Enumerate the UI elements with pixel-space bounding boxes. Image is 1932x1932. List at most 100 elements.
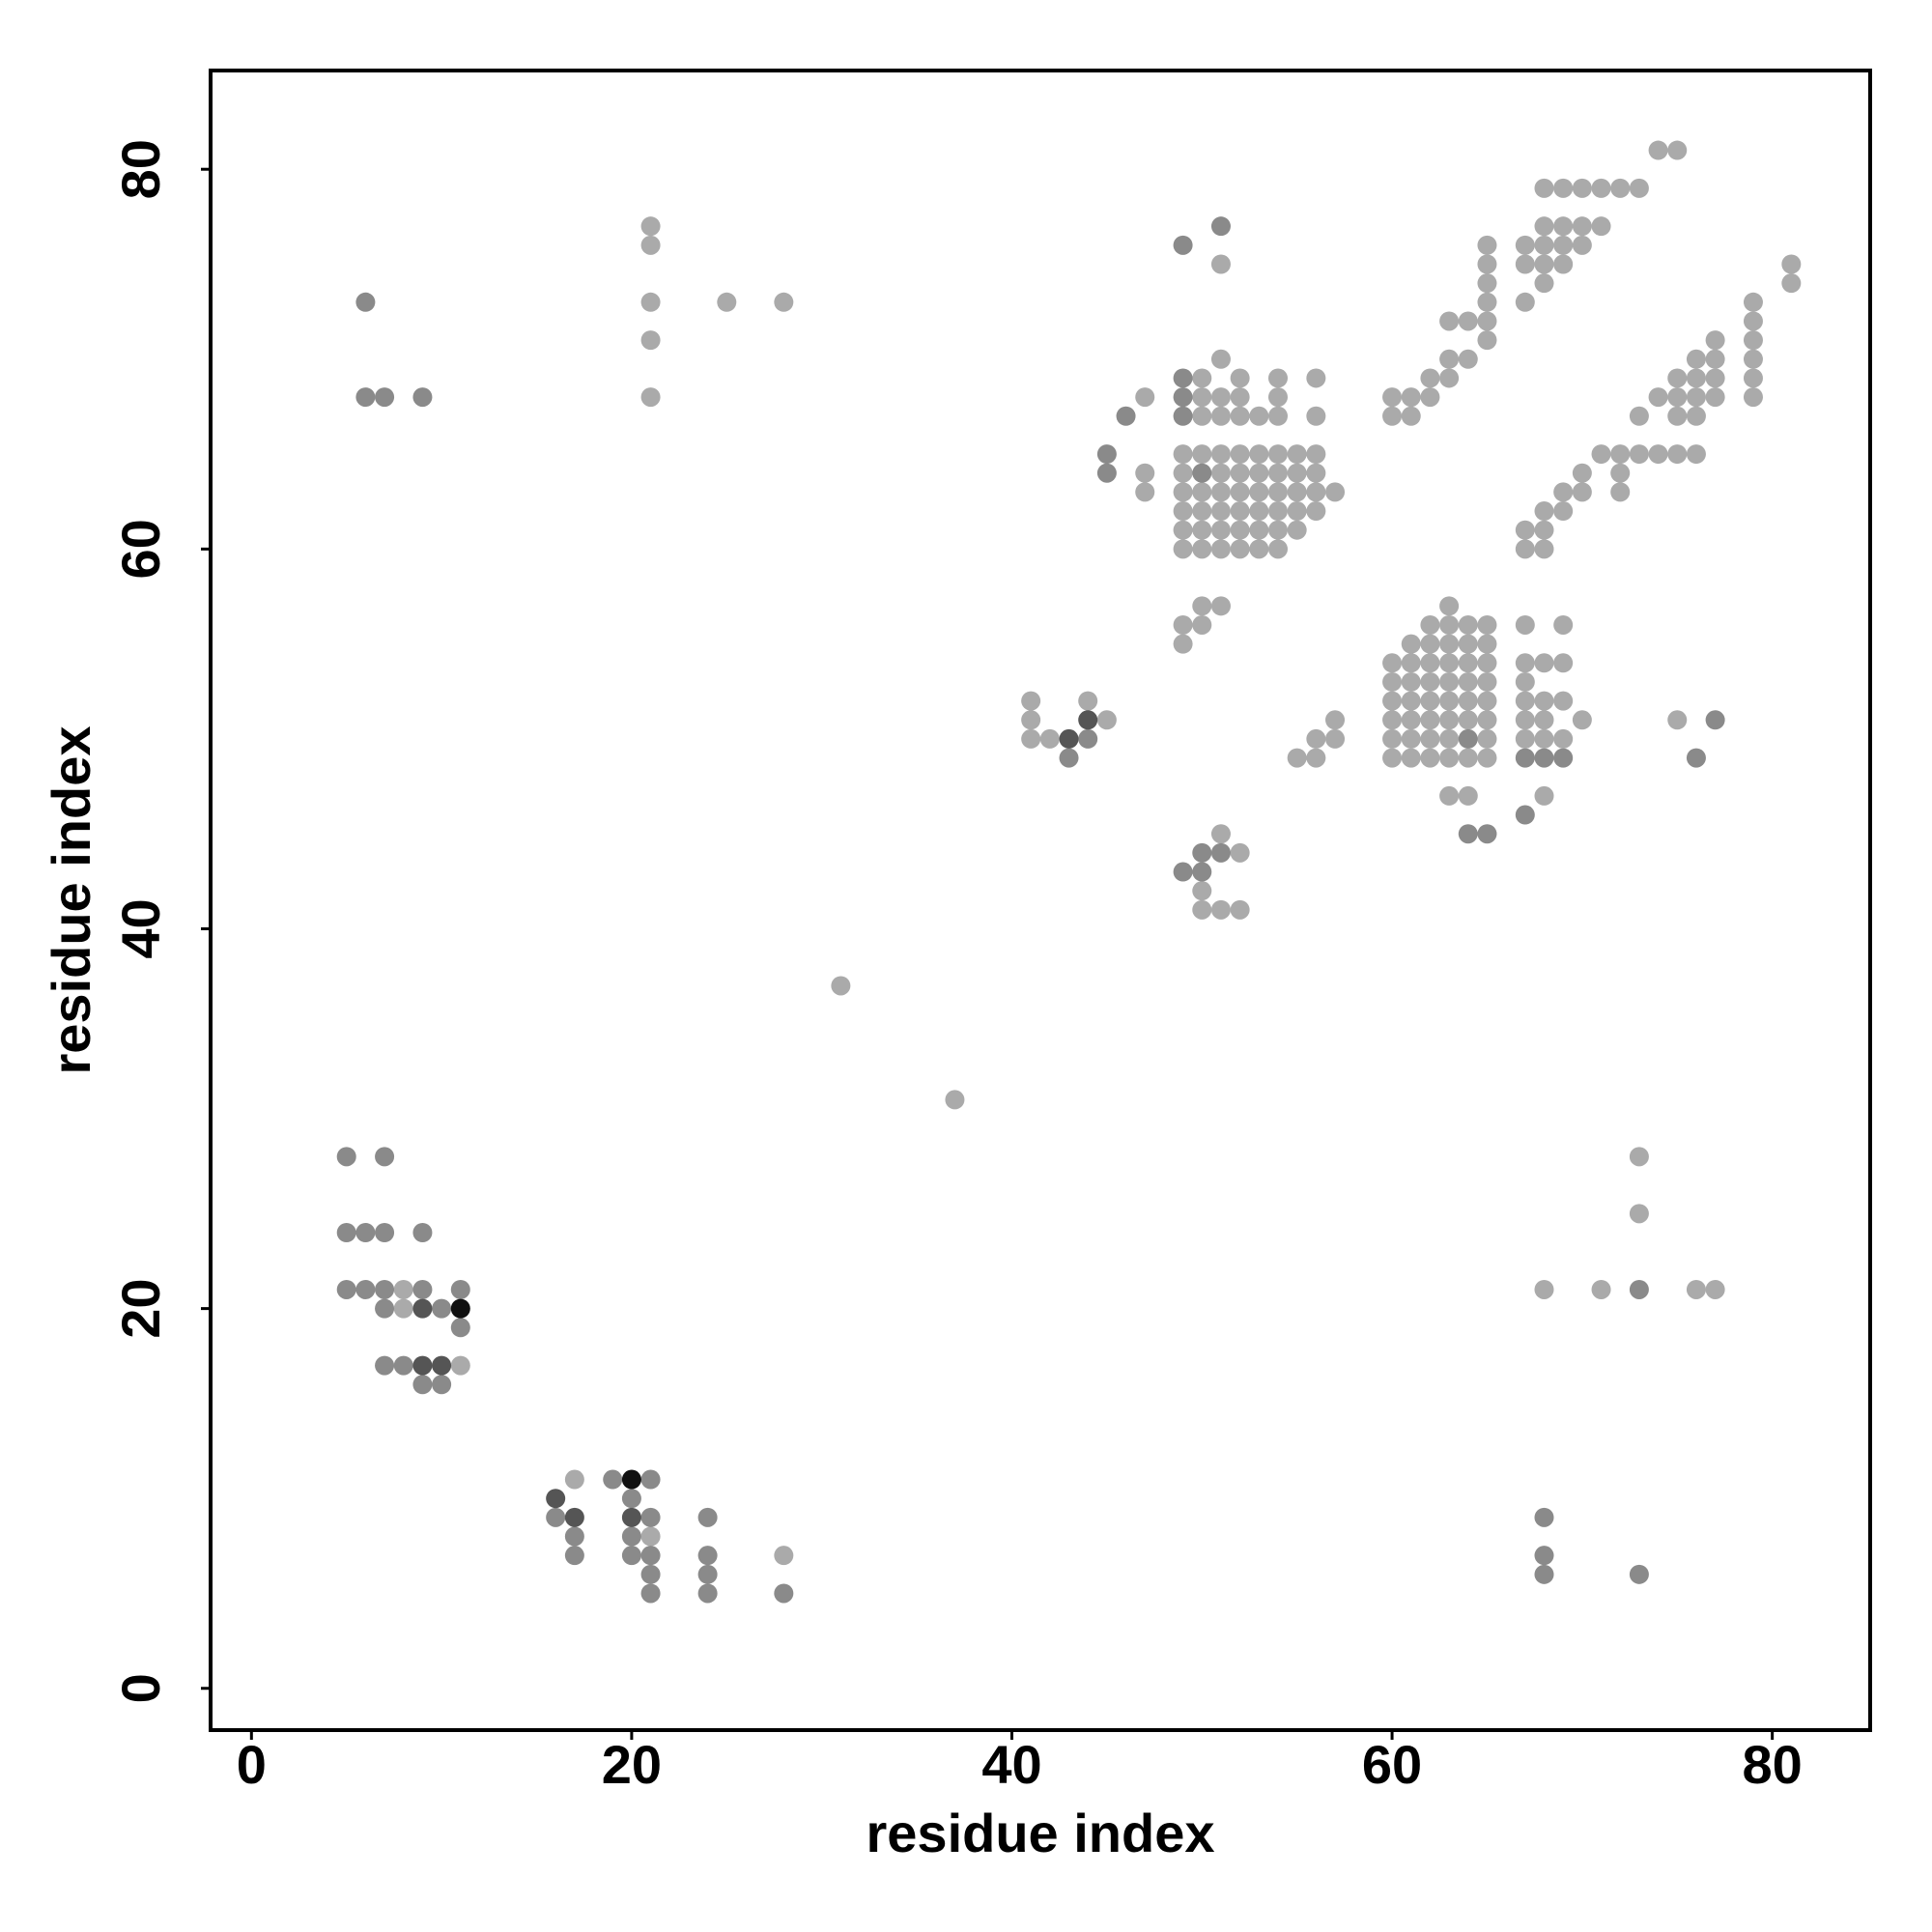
contact-point [1667, 140, 1688, 160]
contact-point [1401, 387, 1421, 408]
contact-point [1515, 805, 1535, 825]
contact-point [640, 292, 661, 312]
contact-point [1439, 785, 1460, 806]
contact-point [1192, 842, 1212, 863]
contact-point [1439, 634, 1460, 654]
contact-point [1210, 349, 1231, 369]
contact-point [1610, 482, 1631, 502]
contact-point [1458, 311, 1478, 331]
contact-point [697, 1507, 718, 1527]
contact-point [1629, 1147, 1649, 1167]
contact-point [621, 1469, 641, 1490]
contact-point [1173, 406, 1193, 426]
contact-point [1325, 482, 1346, 502]
contact-point [1173, 482, 1193, 502]
contact-point [1401, 748, 1421, 768]
contact-point [1173, 634, 1193, 654]
contact-point [1439, 614, 1460, 635]
contact-point [375, 1147, 395, 1167]
contact-point [1610, 463, 1631, 483]
contact-point [1420, 634, 1440, 654]
contact-point [1078, 728, 1098, 749]
contact-point [774, 1546, 794, 1566]
contact-point [1477, 254, 1497, 274]
contact-point [1210, 501, 1231, 522]
contact-point [1743, 387, 1763, 408]
contact-point [640, 1507, 661, 1527]
contact-point [1439, 653, 1460, 673]
contact-point [1534, 216, 1554, 237]
contact-point [1534, 748, 1554, 768]
contact-point [1534, 785, 1554, 806]
contact-point [1249, 463, 1269, 483]
contact-point [1515, 653, 1535, 673]
contact-point [1686, 387, 1706, 408]
contact-point [1192, 463, 1212, 483]
contact-point [1249, 501, 1269, 522]
contact-point [355, 1279, 376, 1299]
contact-point [1210, 539, 1231, 559]
contact-point [1210, 842, 1231, 863]
contact-point [1553, 691, 1574, 711]
contact-point [1401, 691, 1421, 711]
contact-point [1401, 653, 1421, 673]
contact-point [1116, 406, 1136, 426]
contact-point [1667, 387, 1688, 408]
y-tick-label: 60 [110, 519, 171, 579]
contact-point [1230, 842, 1250, 863]
contact-point [1267, 539, 1288, 559]
contact-point [1629, 1279, 1649, 1299]
contact-point [1267, 520, 1288, 540]
contact-point [1173, 368, 1193, 388]
contact-point [1515, 520, 1535, 540]
contact-point [1458, 748, 1478, 768]
contact-point [1287, 501, 1307, 522]
contact-point [1743, 330, 1763, 351]
contact-point [1192, 501, 1212, 522]
contact-point [1306, 444, 1326, 465]
contact-point [1534, 1279, 1554, 1299]
contact-point [1553, 482, 1574, 502]
contact-point [1781, 254, 1802, 274]
contact-point [1230, 387, 1250, 408]
contact-point [1382, 710, 1403, 730]
y-tick-label: 80 [110, 139, 171, 199]
contact-point [1078, 691, 1098, 711]
contact-point [640, 387, 661, 408]
contact-point [1096, 444, 1117, 465]
contact-point [1210, 596, 1231, 616]
contact-point [1230, 520, 1250, 540]
contact-point [1705, 368, 1725, 388]
contact-point [1458, 728, 1478, 749]
x-tick-label: 80 [1743, 1734, 1803, 1795]
contact-point [1135, 387, 1155, 408]
contact-point [1420, 653, 1440, 673]
contact-point [1059, 728, 1079, 749]
contact-point [1439, 311, 1460, 331]
contact-point [1534, 520, 1554, 540]
contact-point [1267, 387, 1288, 408]
contact-point [1382, 387, 1403, 408]
contact-point [1230, 406, 1250, 426]
contact-point [1210, 387, 1231, 408]
contact-point [1477, 273, 1497, 294]
contact-point [1686, 748, 1706, 768]
contact-point [1477, 330, 1497, 351]
contact-point [564, 1469, 584, 1490]
contact-point [1439, 728, 1460, 749]
contact-point [1743, 349, 1763, 369]
contact-point [450, 1298, 470, 1319]
contact-point [375, 387, 395, 408]
contact-point [1553, 614, 1574, 635]
contact-point [432, 1375, 452, 1395]
contact-point [1192, 862, 1212, 882]
contact-point [1210, 824, 1231, 844]
contact-point [1515, 614, 1535, 635]
contact-point [1705, 710, 1725, 730]
contact-point [412, 1279, 433, 1299]
contact-point [1287, 463, 1307, 483]
contact-point [1629, 1564, 1649, 1584]
contact-point [1477, 728, 1497, 749]
contact-point [1287, 444, 1307, 465]
